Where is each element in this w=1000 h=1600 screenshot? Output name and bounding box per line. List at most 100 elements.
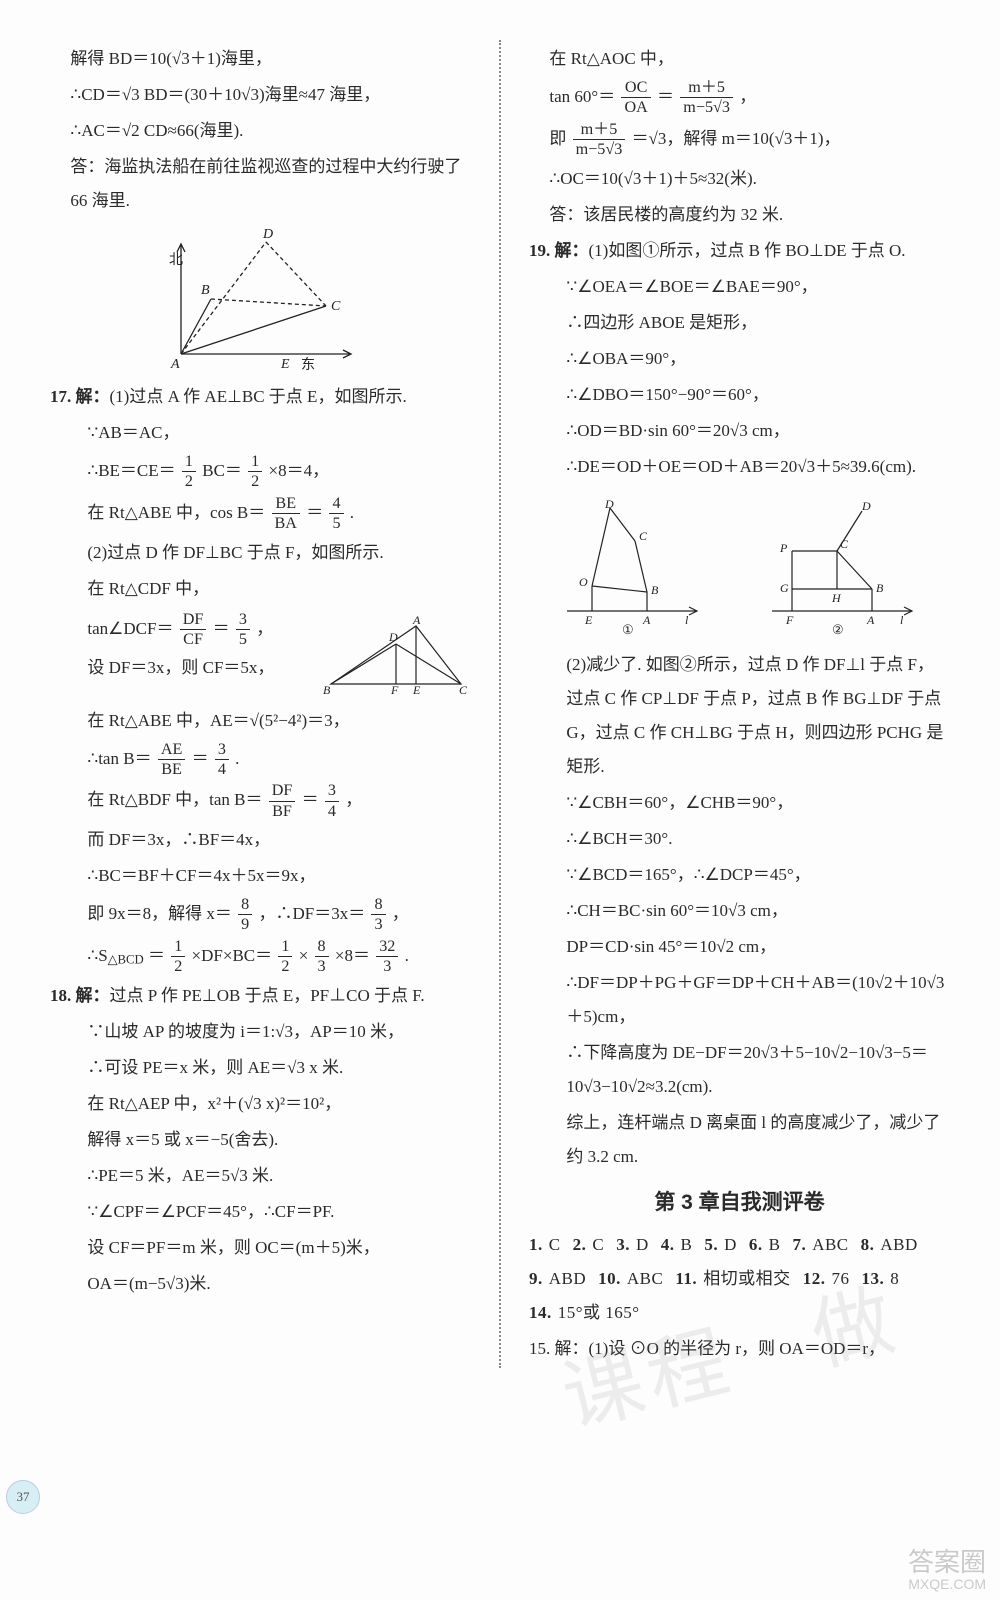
- answer-item: 6.B: [749, 1228, 781, 1262]
- diagram-row-19: D C O E A B l ①: [529, 490, 950, 642]
- text-line: 设 DF＝3x，则 CF＝5x，: [50, 651, 321, 685]
- answer-item: 4.B: [661, 1228, 693, 1262]
- q17-heading: 17. 解：(1)过点 A 作 AE⊥BC 于点 E，如图所示.: [50, 380, 471, 414]
- text-line: 在 Rt△ABE 中，AE＝√(5²−4²)＝3，: [50, 704, 471, 738]
- text-line: 在 Rt△BDF 中，tan B＝ DFBF ＝ 34 ，: [50, 781, 471, 821]
- svg-text:①: ①: [622, 622, 634, 636]
- text-line: ∴BC＝BF＋CF＝4x＋5x＝9x，: [50, 859, 471, 893]
- corner-brand: 答案圈 MXQE.COM: [908, 1548, 986, 1592]
- svg-text:B: B: [323, 683, 331, 696]
- text-line: 设 CF＝PF＝m 米，则 OC＝(m＋5)米，: [50, 1231, 471, 1265]
- right-column: 在 Rt△AOC 中， tan 60°＝ OCOA ＝ m＋5m−5√3 ， 即…: [529, 40, 950, 1368]
- text-line: ∴AC＝√2 CD≈66(海里).: [50, 114, 471, 148]
- text-line: ∴下降高度为 DE−DF＝20√3＋5−10√2−10√3−5＝10√3−10√…: [529, 1036, 950, 1104]
- svg-text:l: l: [685, 613, 689, 627]
- svg-text:G: G: [780, 581, 789, 595]
- answer-item: 5.D: [704, 1228, 737, 1262]
- text-line: ∴DF＝DP＋PG＋GF＝DP＋CH＋AB＝(10√2＋10√3＋5)cm，: [529, 966, 950, 1034]
- text-line: 在 Rt△CDF 中，: [50, 572, 471, 606]
- text-line: ∵∠CBH＝60°，∠CHB＝90°，: [529, 786, 950, 820]
- svg-text:D: D: [604, 497, 614, 511]
- text-line: 解得 x＝5 或 x＝−5(舍去).: [50, 1123, 471, 1157]
- text-line: 综上，连杆端点 D 离桌面 l 的高度减少了，减少了约 3.2 cm.: [529, 1106, 950, 1174]
- svg-text:B: B: [876, 581, 884, 595]
- svg-text:C: C: [331, 299, 341, 314]
- column-divider: [499, 40, 501, 1368]
- text-line: 即 9x＝8，解得 x＝ 89 ，∴DF＝3x＝ 83 ，: [50, 895, 471, 935]
- svg-text:A: A: [642, 613, 651, 627]
- text-line: 答：海监执法船在前往监视巡查的过程中大约行驶了 66 海里.: [50, 150, 471, 218]
- answer-item: 14.15°或 165°: [529, 1296, 640, 1330]
- svg-text:C: C: [840, 537, 849, 551]
- text-line: DP＝CD·sin 45°＝10√2 cm，: [529, 930, 950, 964]
- answer-item: 8.ABD: [861, 1228, 918, 1262]
- text-line: ∵AB＝AC，: [50, 416, 471, 450]
- answer-item: 11.相切或相交: [675, 1262, 790, 1296]
- svg-text:A: A: [170, 357, 180, 372]
- svg-text:E: E: [584, 613, 593, 627]
- text-line: ∴四边形 ABOE 是矩形，: [529, 306, 950, 340]
- answer-item: 9.ABD: [529, 1262, 586, 1296]
- text-line: ∴CD＝√3 BD＝(30＋10√3)海里≈47 海里，: [50, 78, 471, 112]
- text-line: ∴OC＝10(√3＋1)＋5≈32(米).: [529, 162, 950, 196]
- svg-text:P: P: [779, 541, 788, 555]
- svg-text:E: E: [412, 683, 421, 696]
- text-line: ∴S△BCD ＝ 12 ×DF×BC＝ 12 × 83 ×8＝ 323 .: [50, 937, 471, 977]
- text-line: 解得 BD＝10(√3＋1)海里，: [50, 42, 471, 76]
- text-line: (2)过点 D 作 DF⊥BC 于点 F，如图所示.: [50, 536, 471, 570]
- question-number: 17. 解：: [50, 387, 110, 406]
- text-line: ∴BE＝CE＝ 12 BC＝ 12 ×8＝4，: [50, 452, 471, 492]
- svg-text:B: B: [201, 283, 210, 298]
- text-line: 在 Rt△AEP 中，x²＋(√3 x)²＝10²，: [50, 1087, 471, 1121]
- svg-text:O: O: [579, 575, 588, 589]
- answer-item: 7.ABC: [792, 1228, 848, 1262]
- text-line: 在 Rt△AOC 中，: [529, 42, 950, 76]
- svg-text:C: C: [459, 683, 468, 696]
- answer-item: 2.C: [573, 1228, 605, 1262]
- svg-text:E: E: [280, 357, 290, 372]
- svg-text:A: A: [866, 613, 875, 627]
- text-line: ∵∠OEA＝∠BOE＝∠BAE＝90°，: [529, 270, 950, 304]
- question-number: 19. 解：: [529, 241, 589, 260]
- diagram-17: A B C D E F: [321, 614, 471, 696]
- diagram-19-2: D C P G H B F A l ②: [762, 496, 922, 636]
- svg-text:D: D: [861, 499, 871, 513]
- text-line: ∵山坡 AP 的坡度为 i＝1:√3，AP＝10 米，: [50, 1015, 471, 1049]
- chapter-heading: 第 3 章自我测评卷: [529, 1182, 950, 1224]
- svg-text:东: 东: [301, 357, 315, 373]
- answer-item: 3.D: [616, 1228, 649, 1262]
- page-number-badge: 37: [6, 1480, 40, 1514]
- two-column-layout: 解得 BD＝10(√3＋1)海里， ∴CD＝√3 BD＝(30＋10√3)海里≈…: [50, 40, 950, 1368]
- text-line: ∴PE＝5 米，AE＝5√3 米.: [50, 1159, 471, 1193]
- svg-text:B: B: [651, 583, 659, 597]
- svg-text:②: ②: [832, 622, 844, 636]
- text-line: ∴OD＝BD·sin 60°＝20√3 cm，: [529, 414, 950, 448]
- answer-row: 1.C2.C3.D4.B5.D6.B7.ABC8.ABD9.ABD10.ABC1…: [529, 1228, 950, 1330]
- text-line: 而 DF＝3x，∴BF＝4x，: [50, 823, 471, 857]
- svg-text:F: F: [785, 613, 794, 627]
- svg-text:北: 北: [169, 252, 183, 268]
- svg-text:D: D: [262, 227, 273, 242]
- svg-text:F: F: [390, 683, 399, 696]
- text-line: OA＝(m−5√3)米.: [50, 1267, 471, 1301]
- answer-item: 1.C: [529, 1228, 561, 1262]
- diagram-19-1: D C O E A B l ①: [557, 496, 707, 636]
- answer-item: 10.ABC: [598, 1262, 663, 1296]
- text-line: ∵∠BCD＝165°，∴∠DCP＝45°，: [529, 858, 950, 892]
- svg-text:H: H: [831, 591, 842, 605]
- text-line: ∴∠OBA＝90°，: [529, 342, 950, 376]
- q18-heading: 18. 解：过点 P 作 PE⊥OB 于点 E，PF⊥CO 于点 F.: [50, 979, 471, 1013]
- svg-text:D: D: [388, 630, 398, 644]
- text-line: 在 Rt△ABE 中，cos B＝ BEBA ＝ 45 .: [50, 494, 471, 534]
- text-line: 即 m＋5m−5√3 ＝√3，解得 m＝10(√3＋1)，: [529, 120, 950, 160]
- answer-item: 12.76: [803, 1262, 850, 1296]
- q15-heading: 15. 解：(1)设 ⊙O 的半径为 r，则 OA＝OD＝r，: [529, 1332, 950, 1366]
- diagram-16: A B C D E 北 东: [151, 224, 371, 374]
- text-line: tan 60°＝ OCOA ＝ m＋5m−5√3 ，: [529, 78, 950, 118]
- svg-text:A: A: [412, 614, 421, 627]
- svg-text:C: C: [639, 529, 648, 543]
- text-line: ∴可设 PE＝x 米，则 AE＝√3 x 米.: [50, 1051, 471, 1085]
- text-line: ∴tan B＝ AEBE ＝ 34 .: [50, 740, 471, 780]
- question-number: 18. 解：: [50, 986, 110, 1005]
- q19-heading: 19. 解：(1)如图①所示，过点 B 作 BO⊥DE 于点 O.: [529, 234, 950, 268]
